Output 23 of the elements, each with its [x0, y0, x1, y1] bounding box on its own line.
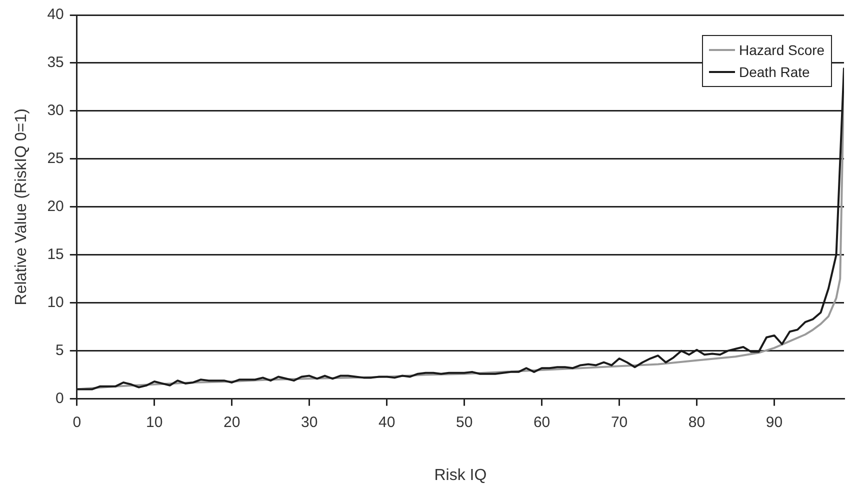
x-tick-label: 50: [456, 414, 473, 431]
x-tick-label: 70: [610, 414, 628, 431]
y-tick-label: 10: [47, 294, 64, 311]
legend-label: Hazard Score: [739, 42, 825, 58]
y-axis-title: Relative Value (RiskIQ 0=1): [13, 108, 30, 306]
x-tick-label: 20: [224, 414, 240, 431]
y-tick-label: 5: [56, 342, 64, 359]
x-tick-label: 80: [688, 414, 706, 431]
x-tick-label: 60: [533, 414, 550, 431]
x-tick-label: 0: [72, 414, 82, 431]
x-tick-label: 40: [378, 414, 396, 431]
y-tick-label: 40: [47, 6, 64, 24]
x-axis-title: Risk IQ: [434, 466, 487, 484]
y-tick-label: 20: [47, 198, 64, 216]
x-tick-label: 30: [301, 414, 318, 431]
x-tick-label: 10: [146, 414, 163, 431]
y-tick-label: 25: [47, 150, 64, 168]
y-tick-label: 30: [47, 102, 64, 120]
x-tick-label: 90: [766, 414, 783, 431]
y-tick-label: 0: [56, 390, 64, 407]
legend-label: Death Rate: [739, 64, 810, 80]
y-tick-label: 15: [47, 246, 64, 264]
y-tick-label: 35: [47, 54, 64, 72]
